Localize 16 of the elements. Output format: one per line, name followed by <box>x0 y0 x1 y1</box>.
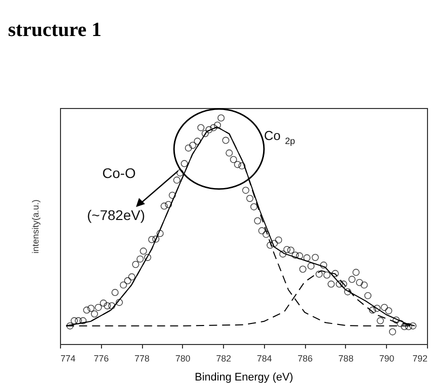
annotation: Co 2p <box>264 128 296 146</box>
x-tick-label: 780 <box>175 354 190 364</box>
x-tick-label: 782 <box>216 354 232 364</box>
x-tick-label: 788 <box>338 354 354 364</box>
y-axis-title: intensity(a.u.) <box>30 199 40 254</box>
x-axis-title: Binding Energy (eV) <box>194 372 294 383</box>
x-tick-label: 778 <box>134 354 150 364</box>
x-tick-label: 790 <box>379 354 394 364</box>
x-tick-label: 792 <box>412 354 428 364</box>
x-tick-label: 786 <box>298 354 313 364</box>
annotation: (~782eV) <box>87 207 145 223</box>
x-tick-label: 784 <box>256 354 272 364</box>
annotation: Co-O <box>102 165 136 181</box>
x-tick-label: 774 <box>60 354 76 364</box>
chart-title: structure 1 <box>8 19 102 41</box>
x-tick-label: 776 <box>94 354 109 364</box>
